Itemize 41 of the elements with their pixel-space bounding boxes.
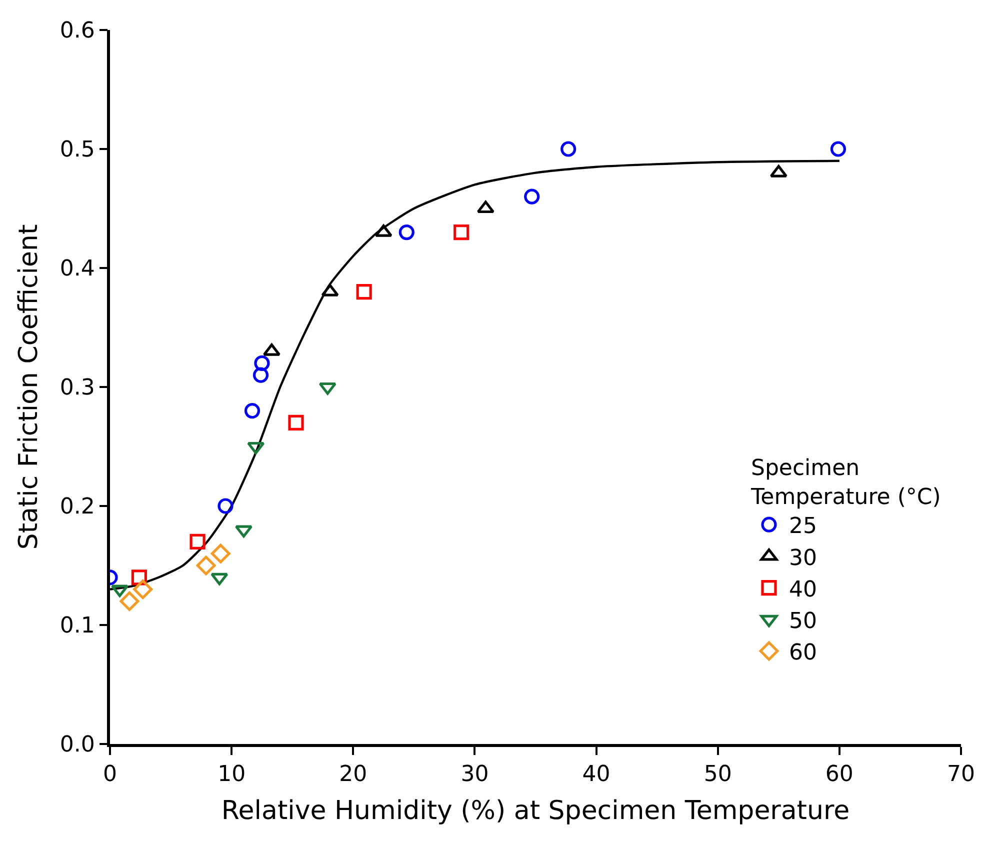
x-tick-label: 40 — [582, 762, 610, 788]
legend-label: 25 — [788, 514, 817, 540]
legend-label: 40 — [788, 577, 817, 602]
x-tick-label: 60 — [825, 762, 854, 788]
point — [454, 224, 470, 240]
y-tick-label: 0.4 — [60, 256, 95, 282]
x-tick-label: 50 — [704, 762, 732, 788]
x-tick-label: 10 — [218, 762, 246, 788]
point — [288, 414, 304, 430]
y-tick-label: 0.0 — [60, 732, 95, 758]
x-tick-label: 20 — [339, 762, 368, 788]
legend-title: Specimen Temperature (°C) — [750, 456, 941, 510]
y-tick-label: 0.1 — [60, 614, 95, 639]
y-tick-label: 0.6 — [60, 18, 95, 44]
y-tick-label: 0.3 — [60, 376, 95, 401]
point — [252, 367, 269, 383]
point — [244, 403, 260, 419]
legend-label: 50 — [788, 608, 817, 634]
point — [120, 591, 140, 611]
y-tick-label: 0.2 — [60, 494, 95, 520]
point — [210, 572, 228, 586]
legend-label: 60 — [788, 640, 817, 666]
point — [133, 580, 153, 600]
y-tick-label: 0.5 — [60, 138, 95, 163]
x-tick-label: 0 — [103, 762, 117, 788]
point — [196, 556, 216, 576]
point — [476, 200, 494, 214]
x-axis-title: Relative Humidity (%) at Specimen Temperature — [221, 796, 850, 826]
point — [830, 141, 846, 157]
point — [398, 224, 414, 240]
point — [560, 141, 576, 157]
point — [356, 284, 372, 300]
x-tick-label: 30 — [460, 762, 489, 788]
point — [218, 498, 234, 514]
point — [190, 534, 206, 550]
point — [524, 188, 540, 204]
x-tick-label: 70 — [947, 762, 975, 788]
point — [254, 355, 270, 371]
point — [210, 544, 230, 564]
y-axis-title: Static Friction Coefficient — [14, 224, 44, 550]
legend-label: 30 — [788, 546, 817, 571]
